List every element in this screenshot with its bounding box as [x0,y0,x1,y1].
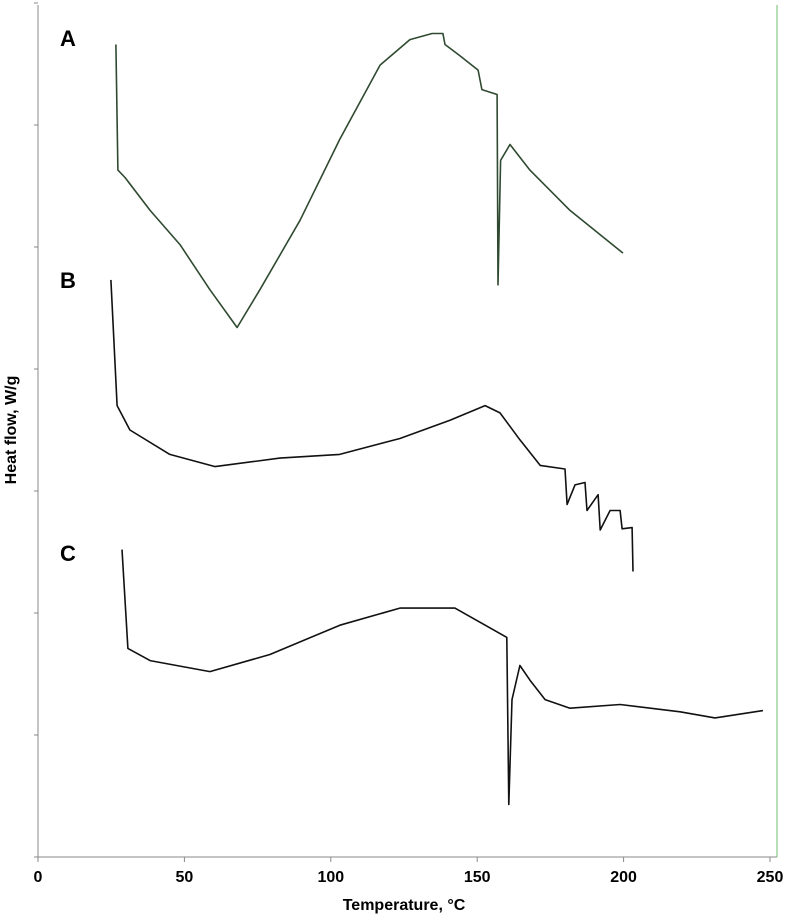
x-tick-label: 250 [757,869,784,886]
x-tick-label: 100 [317,869,344,886]
x-tick-label: 50 [176,869,194,886]
panel-label: C [60,541,76,566]
x-tick-label: 0 [34,869,43,886]
x-tick-label: 200 [610,869,637,886]
line-series [110,279,634,572]
x-axis-label: Temperature, °C [343,897,466,914]
line-series [121,549,764,806]
x-tick-label: 150 [464,869,491,886]
panel-label: A [60,26,76,51]
y-axis-label: Heat flow, W/g [3,376,20,485]
line-series [115,32,624,329]
panel-label: B [60,268,76,293]
